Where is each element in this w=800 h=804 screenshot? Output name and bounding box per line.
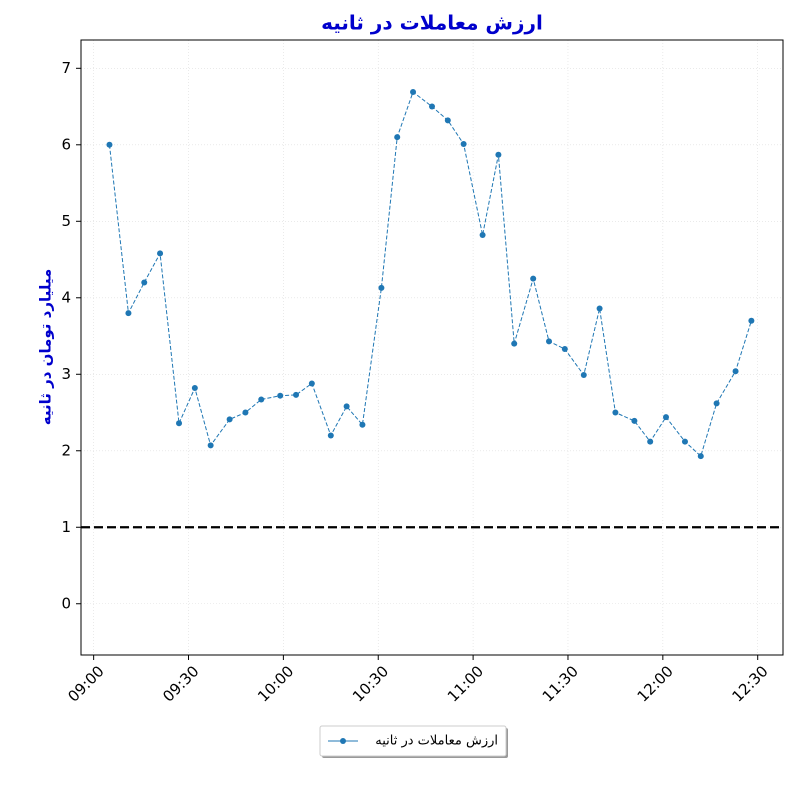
x-tick-label: 09:00 bbox=[64, 662, 107, 705]
legend-label: ارزش معاملات در ثانیه bbox=[375, 734, 498, 749]
y-tick-label: 6 bbox=[61, 135, 71, 153]
data-point bbox=[732, 368, 739, 375]
x-tick-label: 10:00 bbox=[254, 662, 297, 705]
data-point bbox=[394, 134, 401, 141]
data-point bbox=[495, 151, 502, 158]
data-point bbox=[277, 392, 284, 399]
x-tick-label: 12:00 bbox=[634, 662, 677, 705]
data-point bbox=[681, 438, 688, 445]
chart-title: ارزش معاملات در ثانیه bbox=[321, 11, 543, 35]
data-point bbox=[748, 317, 755, 324]
data-point bbox=[176, 420, 183, 427]
y-tick-label: 3 bbox=[61, 365, 71, 383]
data-point bbox=[378, 284, 385, 291]
y-tick-label: 2 bbox=[61, 441, 71, 459]
data-point bbox=[561, 346, 568, 353]
data-point bbox=[106, 141, 113, 148]
data-point bbox=[258, 396, 265, 403]
data-point bbox=[612, 409, 619, 416]
x-tick-label: 12:30 bbox=[728, 662, 771, 705]
data-point bbox=[546, 338, 552, 345]
x-tick-label: 09:30 bbox=[159, 662, 202, 705]
data-point bbox=[141, 279, 148, 286]
data-point bbox=[444, 117, 451, 124]
data-point bbox=[697, 453, 704, 460]
y-tick-label: 0 bbox=[61, 594, 71, 612]
data-point bbox=[191, 385, 198, 392]
data-point bbox=[596, 305, 603, 312]
data-point bbox=[479, 232, 486, 239]
data-point bbox=[343, 403, 350, 410]
data-point bbox=[631, 417, 638, 424]
data-point bbox=[125, 310, 132, 317]
data-point bbox=[530, 275, 537, 282]
data-point bbox=[242, 409, 249, 416]
data-point bbox=[226, 416, 233, 423]
series-line bbox=[108, 91, 752, 458]
data-point bbox=[327, 432, 334, 439]
data-point bbox=[308, 380, 315, 387]
y-axis-label: میلیارد تومان در ثانیه bbox=[37, 269, 55, 426]
data-point bbox=[647, 438, 654, 445]
data-point bbox=[293, 391, 300, 398]
x-tick-label: 11:00 bbox=[444, 662, 487, 705]
y-tick-label: 4 bbox=[61, 288, 71, 306]
data-point bbox=[157, 250, 164, 257]
legend-marker bbox=[340, 738, 346, 744]
data-point bbox=[429, 103, 435, 110]
data-point bbox=[580, 372, 587, 379]
y-tick-label: 1 bbox=[61, 518, 71, 536]
legend-box bbox=[319, 725, 507, 757]
data-point bbox=[359, 421, 366, 428]
y-tick-label: 5 bbox=[61, 212, 71, 230]
x-tick-label: 10:30 bbox=[349, 662, 392, 705]
data-point bbox=[511, 340, 518, 347]
plot-frame bbox=[80, 39, 784, 656]
data-point bbox=[207, 442, 214, 449]
data-point bbox=[663, 414, 669, 421]
data-point bbox=[410, 89, 417, 96]
data-point bbox=[713, 400, 720, 407]
y-tick-label: 7 bbox=[61, 59, 71, 77]
data-point bbox=[460, 141, 467, 148]
x-tick-label: 11:30 bbox=[539, 662, 582, 705]
